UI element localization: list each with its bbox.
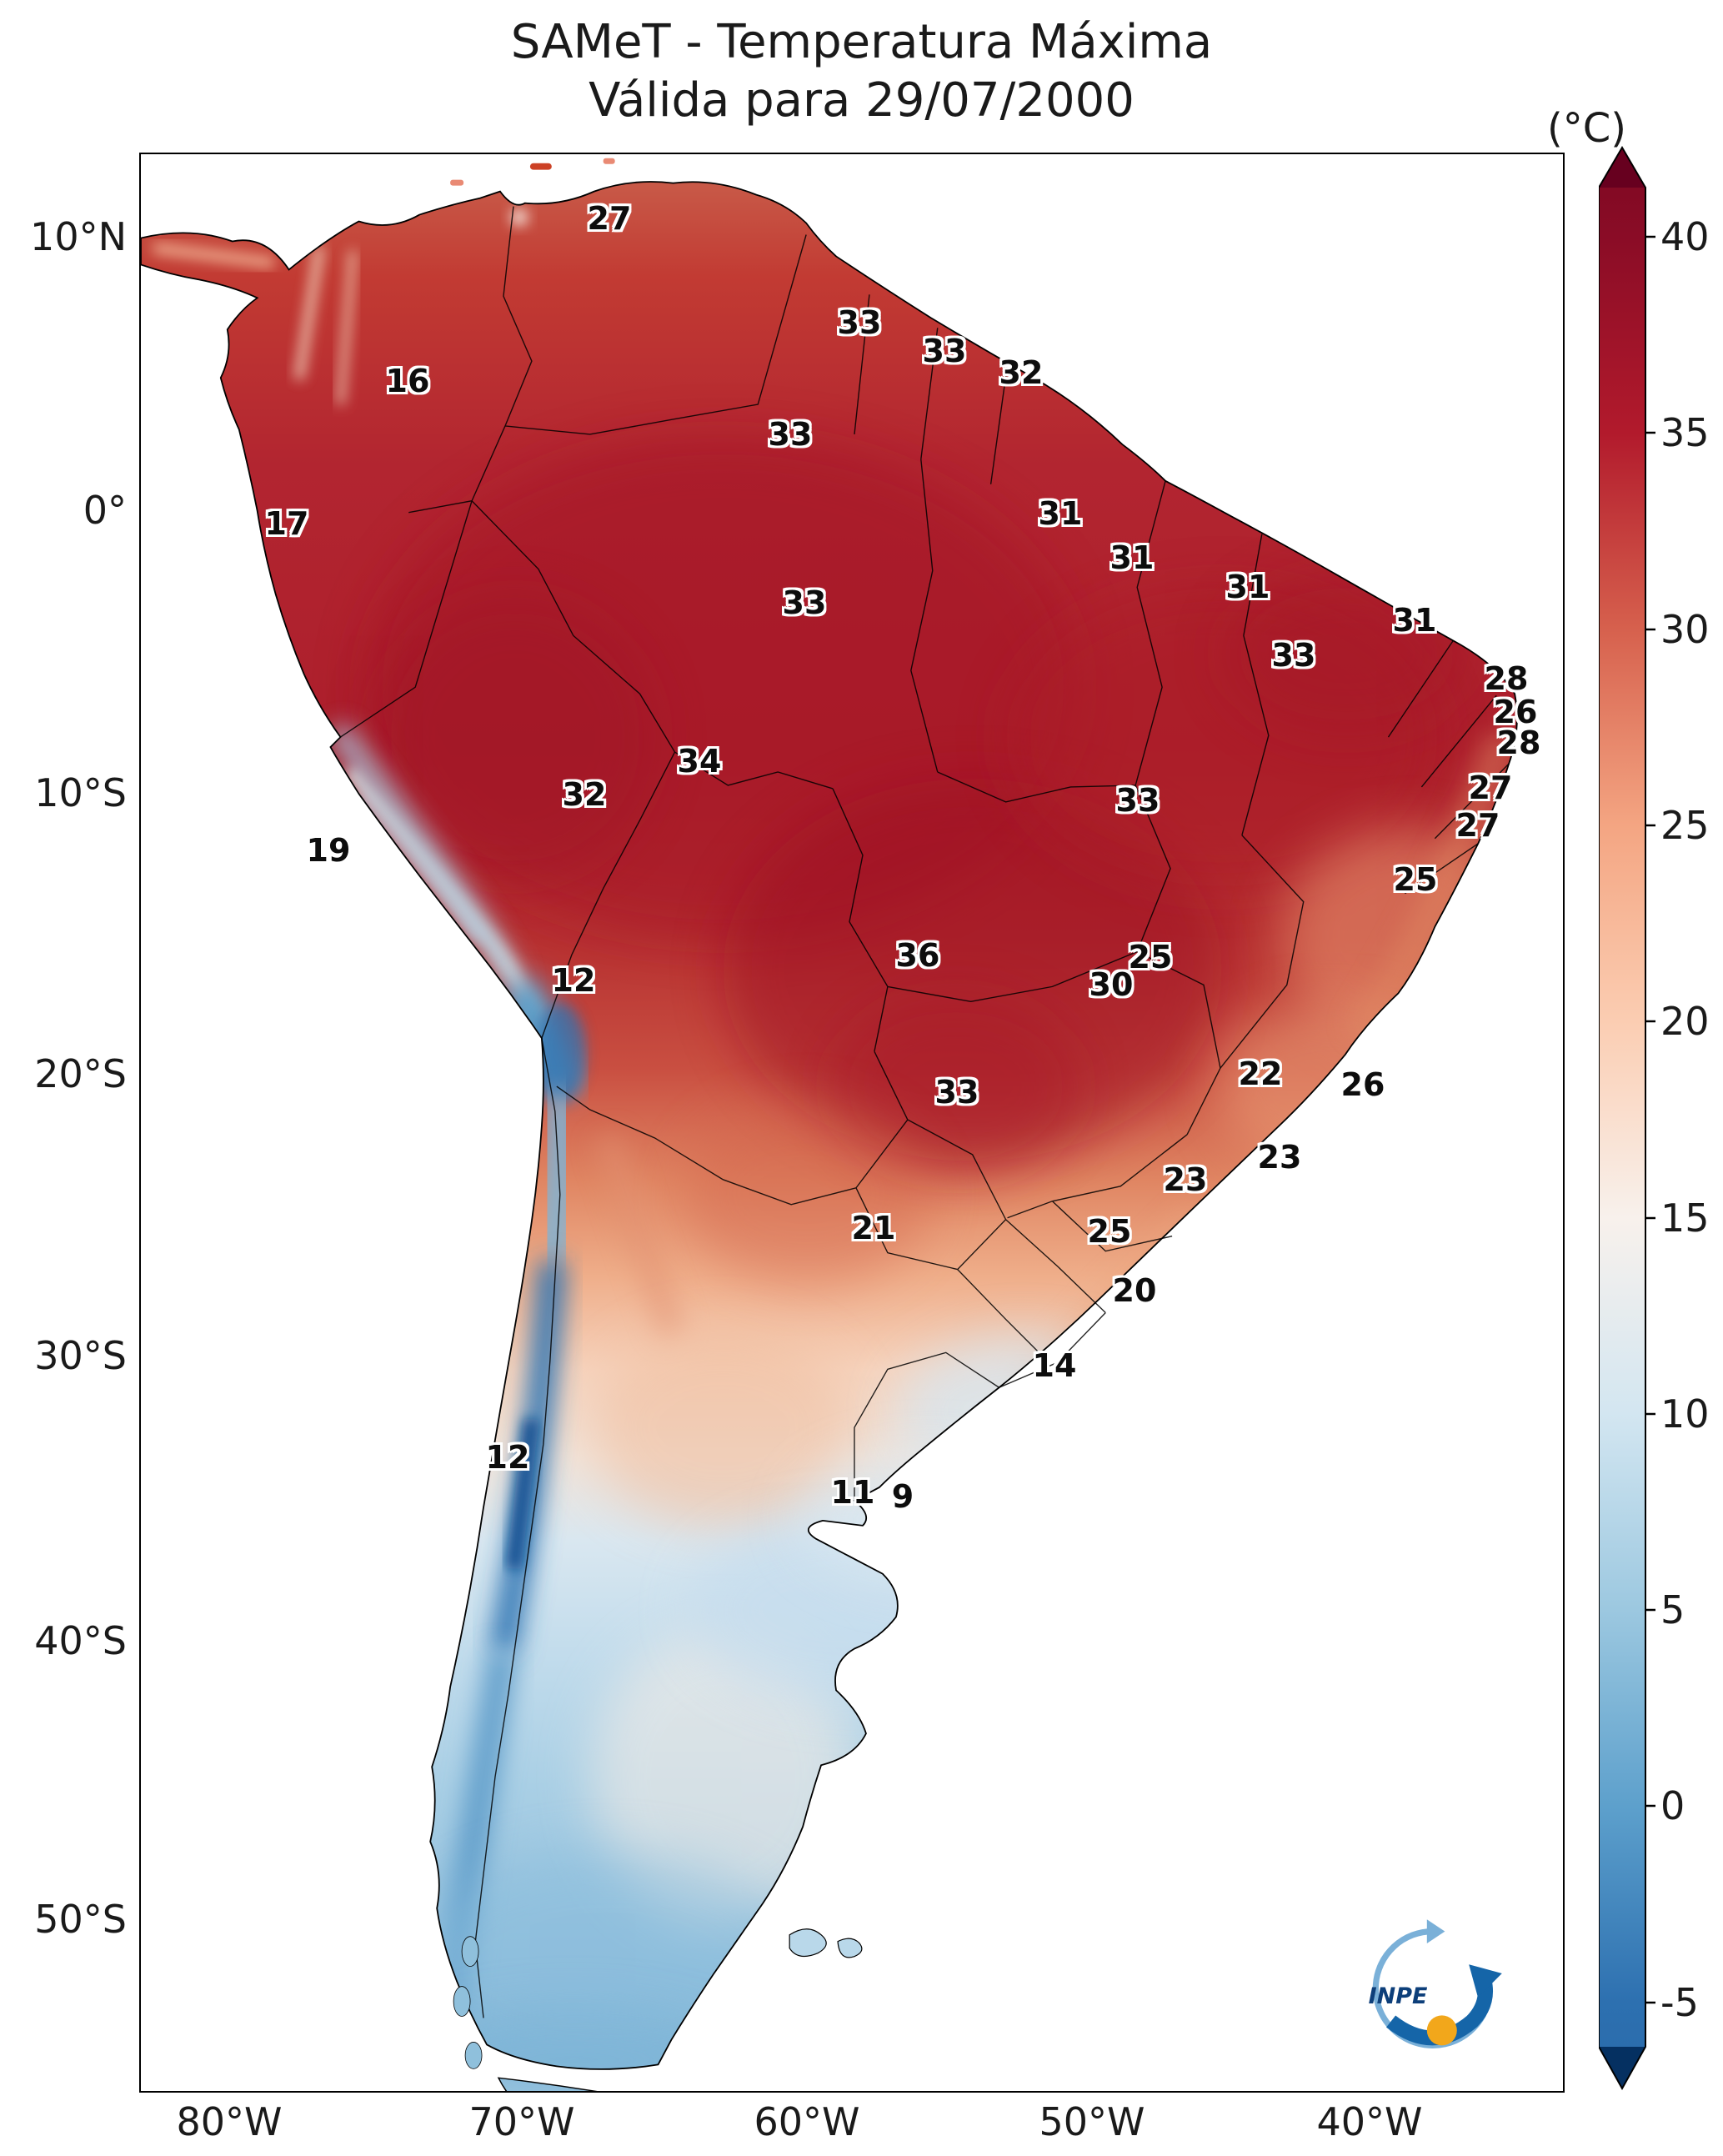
colorbar-tick-label: 0 [1660, 1783, 1685, 1828]
country-state-borders [340, 206, 1510, 2018]
y-axis-tick-label: 30°S [34, 1333, 127, 1378]
colorbar-tick-label: 30 [1660, 607, 1710, 652]
x-axis-tick-label: 70°W [468, 2099, 575, 2144]
x-axis-tick-label: 40°W [1316, 2099, 1423, 2144]
colorbar-tick-label: 20 [1660, 999, 1710, 1044]
colorbar-tick-label: 10 [1660, 1391, 1710, 1436]
chart-title: SAMeT - Temperatura Máxima [510, 15, 1213, 69]
y-axis-tick-label: 0° [83, 488, 127, 533]
y-axis-tick-label: 40°S [34, 1618, 127, 1663]
colorbar [1599, 146, 1655, 2090]
y-axis-tick-label: 50°S [34, 1897, 127, 1942]
colorbar-tick-label: 35 [1660, 410, 1710, 455]
colorbar-tick-label: 40 [1660, 214, 1710, 259]
logo-orbit-arrowhead [1426, 1919, 1445, 1943]
y-axis-tick-label: 20°S [34, 1051, 127, 1096]
colorbar-tick-label: 25 [1660, 803, 1710, 848]
y-axis-tick-label: 10°N [30, 214, 127, 259]
y-axis-tick-label: 10°S [34, 770, 127, 815]
chart-subtitle: Válida para 29/07/2000 [589, 73, 1134, 128]
colorbar-tick-marks [1645, 235, 1655, 2004]
colorbar-tick-label: 5 [1660, 1587, 1685, 1632]
colorbar-outline [1599, 146, 1646, 2090]
x-axis-tick-label: 60°W [754, 2099, 860, 2144]
colorbar-gradient-bar [1599, 188, 1645, 2047]
inpe-logo: INPE [1358, 1913, 1508, 2063]
logo-wordmark: INPE [1369, 1983, 1428, 2009]
logo-sun-dot [1426, 2015, 1457, 2046]
tierra-del-fuego-coastline [497, 2077, 598, 2091]
islands [450, 158, 863, 2069]
colorbar-under-arrow [1599, 2047, 1645, 2088]
colorbar-unit-label: (°C) [1547, 105, 1626, 152]
colorbar-tick-label: -5 [1660, 1980, 1699, 2025]
logo-arrow [1386, 1978, 1493, 2046]
colorbar-tick-label: 15 [1660, 1196, 1710, 1241]
logo-arrow-head [1469, 1964, 1502, 1998]
coastline [141, 181, 1518, 2070]
colorbar-over-arrow [1599, 148, 1645, 188]
x-axis-tick-label: 50°W [1039, 2099, 1145, 2144]
map-plot-area: 27 16 33 33 32 33 17 31 31 31 33 31 33 28 26 28 34 32 27 33… [139, 153, 1565, 2093]
south-america-temperature-map [141, 158, 1518, 2091]
x-axis-tick-label: 80°W [176, 2099, 283, 2144]
